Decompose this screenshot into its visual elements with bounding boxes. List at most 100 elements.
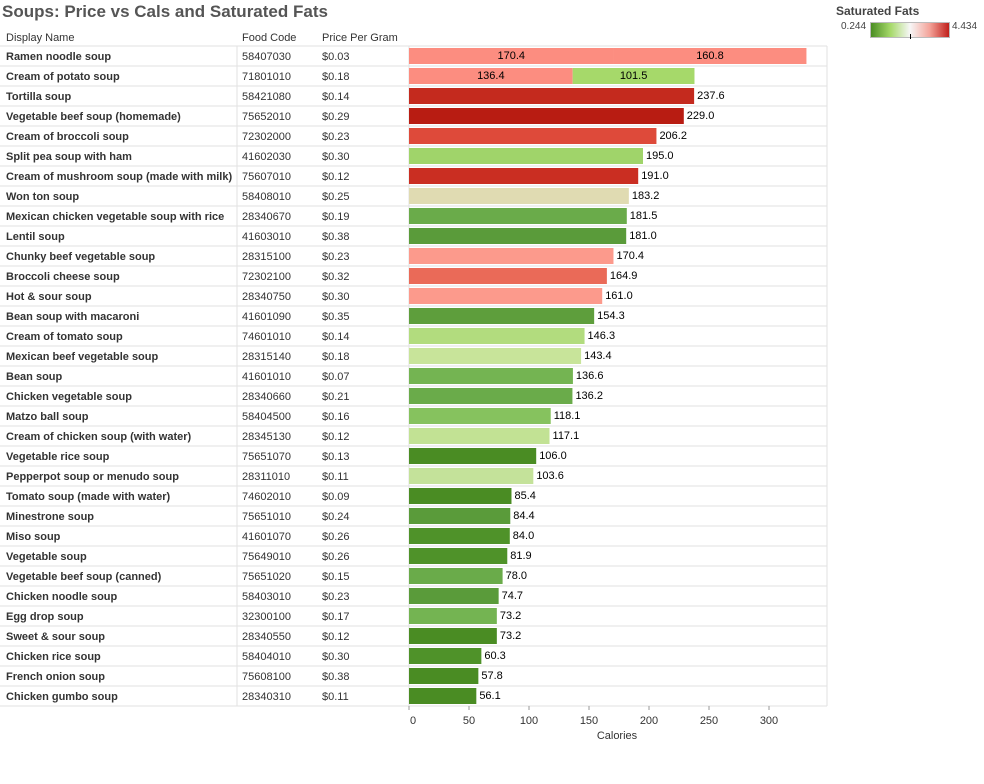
bar[interactable] — [409, 68, 573, 84]
bar[interactable] — [409, 648, 482, 664]
row-label-name[interactable]: Miso soup — [6, 531, 61, 543]
row-label-name[interactable]: Sweet & sour soup — [6, 631, 105, 643]
row-label-name[interactable]: Chunky beef vegetable soup — [6, 251, 155, 263]
bar-value-label: 237.6 — [697, 90, 725, 102]
row-food-code: 58403010 — [242, 591, 291, 603]
bar-value-label: 164.9 — [610, 270, 638, 282]
row-label-name[interactable]: Egg drop soup — [6, 611, 84, 623]
row-price: $0.23 — [322, 131, 350, 143]
bar[interactable] — [409, 608, 497, 624]
x-tick-label: 250 — [700, 715, 718, 727]
bar[interactable] — [409, 228, 627, 244]
row-label-name[interactable]: Bean soup — [6, 371, 63, 383]
row-price: $0.17 — [322, 611, 350, 623]
bar[interactable] — [409, 48, 614, 64]
bar[interactable] — [409, 88, 695, 104]
bar[interactable] — [409, 308, 595, 324]
row-price: $0.12 — [322, 431, 350, 443]
row-label-name[interactable]: Vegetable soup — [6, 551, 87, 563]
bar[interactable] — [409, 108, 684, 124]
row-label-name[interactable]: Mexican chicken vegetable soup with rice — [6, 211, 224, 223]
row-label-name[interactable]: Cream of tomato soup — [6, 331, 123, 343]
row-price: $0.14 — [322, 91, 350, 103]
row-food-code: 41601070 — [242, 531, 291, 543]
bar[interactable] — [409, 148, 643, 164]
bar[interactable] — [409, 348, 582, 364]
header-food-code[interactable]: Food Code — [242, 32, 297, 44]
bar[interactable] — [409, 628, 497, 644]
bar-value-label: 85.4 — [514, 490, 535, 502]
bar[interactable] — [409, 568, 503, 584]
row-label-name[interactable]: Vegetable beef soup (canned) — [6, 571, 162, 583]
bar[interactable] — [409, 268, 607, 284]
row-label-name[interactable]: Chicken noodle soup — [6, 591, 118, 603]
bar[interactable] — [409, 548, 508, 564]
row-price: $0.26 — [322, 531, 350, 543]
bar[interactable] — [613, 48, 807, 64]
bar[interactable] — [409, 368, 573, 384]
bar[interactable] — [409, 428, 550, 444]
bar[interactable] — [409, 408, 551, 424]
bar[interactable] — [409, 488, 512, 504]
row-label-name[interactable]: Minestrone soup — [6, 511, 94, 523]
row-label-name[interactable]: Ramen noodle soup — [6, 51, 111, 63]
bar-value-label: 136.4 — [477, 70, 505, 82]
bar[interactable] — [409, 288, 603, 304]
row-label-name[interactable]: Cream of chicken soup (with water) — [6, 431, 192, 443]
row-food-code: 75651070 — [242, 451, 291, 463]
row-label-name[interactable]: Broccoli cheese soup — [6, 271, 120, 283]
bar[interactable] — [409, 448, 537, 464]
row-price: $0.38 — [322, 231, 350, 243]
row-label-name[interactable]: Vegetable beef soup (homemade) — [6, 111, 181, 123]
row-label-name[interactable]: French onion soup — [6, 671, 105, 683]
bar[interactable] — [409, 248, 614, 264]
row-label-name[interactable]: Chicken rice soup — [6, 651, 101, 663]
row-label-name[interactable]: Pepperpot soup or menudo soup — [6, 471, 179, 483]
row-label-name[interactable]: Mexican beef vegetable soup — [6, 351, 158, 363]
x-tick-label: 300 — [760, 715, 778, 727]
row-label-name[interactable]: Cream of mushroom soup (made with milk) — [6, 171, 232, 183]
row-label-name[interactable]: Hot & sour soup — [6, 291, 92, 303]
row-label-name[interactable]: Chicken vegetable soup — [6, 391, 132, 403]
bar[interactable] — [409, 588, 499, 604]
row-label-name[interactable]: Won ton soup — [6, 191, 79, 203]
bar[interactable] — [572, 68, 695, 84]
legend-max-label: 4.434 — [952, 21, 978, 32]
row-price: $0.23 — [322, 251, 350, 263]
bar[interactable] — [409, 468, 534, 484]
row-price: $0.03 — [322, 51, 350, 63]
bar[interactable] — [409, 388, 573, 404]
bar[interactable] — [409, 208, 627, 224]
bar[interactable] — [409, 668, 479, 684]
row-price: $0.32 — [322, 271, 350, 283]
row-food-code: 58421080 — [242, 91, 291, 103]
row-food-code: 28315140 — [242, 351, 291, 363]
bar[interactable] — [409, 528, 510, 544]
row-label-name[interactable]: Tomato soup (made with water) — [6, 491, 171, 503]
bar[interactable] — [409, 328, 585, 344]
bar[interactable] — [409, 688, 477, 704]
bar[interactable] — [409, 128, 657, 144]
bar[interactable] — [409, 508, 511, 524]
row-price: $0.07 — [322, 371, 350, 383]
row-label-name[interactable]: Chicken gumbo soup — [6, 691, 118, 703]
row-food-code: 28311010 — [242, 471, 290, 483]
bar[interactable] — [409, 188, 629, 204]
bar[interactable] — [409, 168, 639, 184]
row-price: $0.23 — [322, 591, 350, 603]
row-label-name[interactable]: Vegetable rice soup — [6, 451, 110, 463]
row-price: $0.15 — [322, 571, 350, 583]
header-price-per-gram[interactable]: Price Per Gram — [322, 32, 398, 44]
row-label-name[interactable]: Split pea soup with ham — [6, 151, 132, 163]
row-label-name[interactable]: Bean soup with macaroni — [6, 311, 139, 323]
row-label-name[interactable]: Tortilla soup — [6, 91, 71, 103]
header-display-name[interactable]: Display Name — [6, 32, 75, 44]
bar-value-label: 60.3 — [484, 650, 505, 662]
row-food-code: 32300100 — [242, 611, 291, 623]
row-label-name[interactable]: Cream of potato soup — [6, 71, 120, 83]
row-label-name[interactable]: Cream of broccoli soup — [6, 131, 129, 143]
row-label-name[interactable]: Lentil soup — [6, 231, 65, 243]
color-legend[interactable]: Saturated Fats 0.244 4.434 — [836, 4, 982, 39]
row-food-code: 74601010 — [242, 331, 291, 343]
row-label-name[interactable]: Matzo ball soup — [6, 411, 89, 423]
